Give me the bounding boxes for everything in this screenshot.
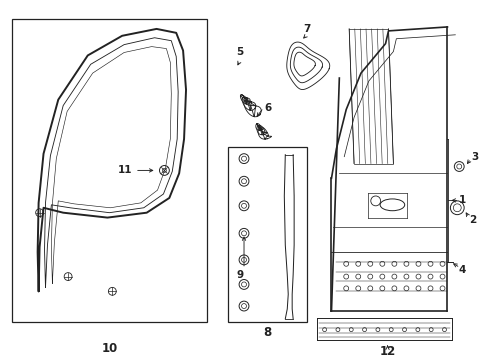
Text: 1: 1 <box>459 195 466 206</box>
Text: 9: 9 <box>237 270 244 280</box>
Text: 7: 7 <box>303 24 311 34</box>
Text: 10: 10 <box>101 342 118 355</box>
Text: 5: 5 <box>237 48 244 58</box>
Text: 12: 12 <box>379 345 395 358</box>
Text: 3: 3 <box>471 152 479 162</box>
Text: 6: 6 <box>264 103 271 113</box>
Text: 4: 4 <box>459 265 466 275</box>
Text: 2: 2 <box>469 215 477 225</box>
Bar <box>12 19 207 322</box>
Text: 8: 8 <box>264 326 272 339</box>
Bar <box>228 147 307 322</box>
Text: 11: 11 <box>118 166 132 175</box>
